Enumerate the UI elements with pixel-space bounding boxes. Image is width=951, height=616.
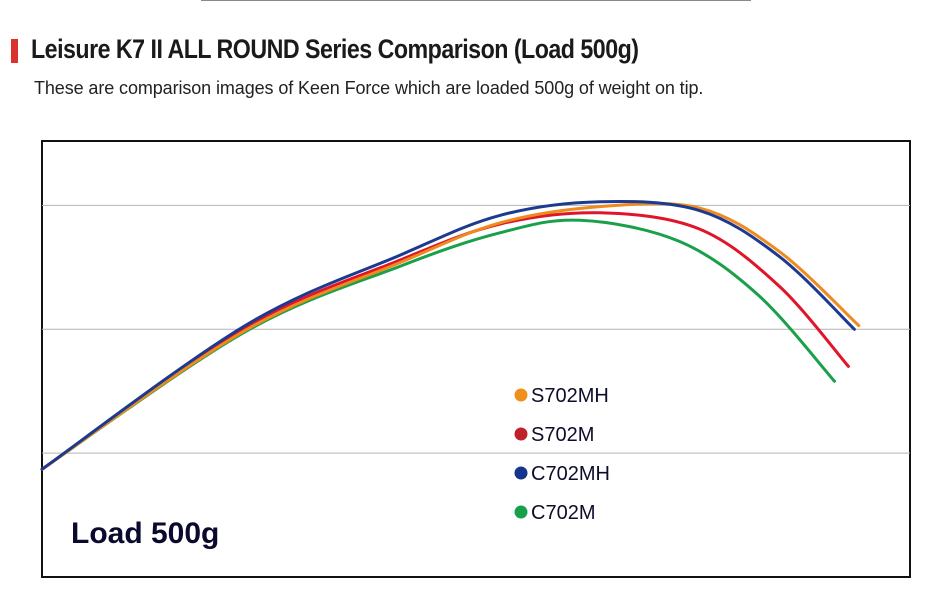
page-title: Leisure K7 II ALL ROUND Series Compariso… [31, 34, 639, 64]
chart-frame [41, 140, 911, 578]
page-subtitle: These are comparison images of Keen Forc… [34, 78, 704, 98]
legend-marker-c702m [514, 505, 528, 519]
legend-marker-s702m [514, 427, 528, 441]
legend-marker-s702mh [514, 388, 528, 402]
legend-label-c702mh: C702MH [531, 463, 610, 485]
legend-label-s702m: S702M [531, 424, 594, 446]
series-line-s702m [40, 211, 850, 471]
legend-marker-c702mh [514, 466, 528, 480]
title-accent-bar [11, 39, 18, 63]
load-annotation: Load 500g [71, 517, 219, 550]
series-line-c702mh [40, 199, 856, 471]
legend-label-c702m: C702M [531, 502, 595, 524]
legend-label-s702mh: S702MH [531, 385, 609, 407]
top-divider [201, 0, 751, 1]
series-line-s702mh [40, 202, 861, 471]
